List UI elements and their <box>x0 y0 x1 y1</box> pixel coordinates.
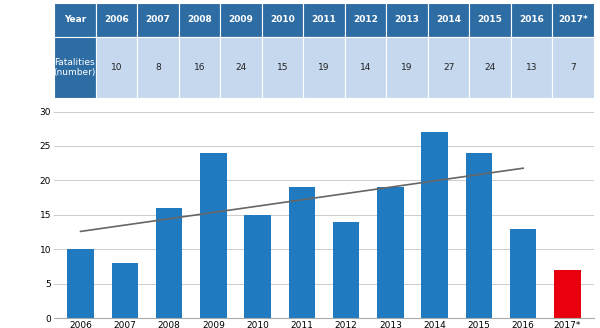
Text: 16: 16 <box>194 63 205 72</box>
Bar <box>289 187 315 318</box>
Text: Fatalities
(number): Fatalities (number) <box>53 58 96 77</box>
Text: 19: 19 <box>401 63 413 72</box>
Text: 24: 24 <box>485 63 496 72</box>
Text: 2016: 2016 <box>519 15 544 24</box>
Text: 24: 24 <box>235 63 247 72</box>
Bar <box>244 215 271 318</box>
Text: 2012: 2012 <box>353 15 378 24</box>
Text: 2010: 2010 <box>270 15 295 24</box>
Text: 2014: 2014 <box>436 15 461 24</box>
Text: 19: 19 <box>318 63 330 72</box>
Text: 7: 7 <box>571 63 576 72</box>
Text: 8: 8 <box>155 63 161 72</box>
Text: 15: 15 <box>277 63 288 72</box>
Bar <box>421 132 448 318</box>
Text: 2017*: 2017* <box>559 15 588 24</box>
Bar <box>466 153 492 318</box>
Text: 2006: 2006 <box>104 15 128 24</box>
Text: 27: 27 <box>443 63 454 72</box>
Text: Year: Year <box>64 15 86 24</box>
Bar <box>510 229 536 318</box>
Text: 13: 13 <box>526 63 538 72</box>
Bar <box>67 249 94 318</box>
Text: 2007: 2007 <box>145 15 170 24</box>
Text: 2009: 2009 <box>229 15 253 24</box>
Text: 14: 14 <box>360 63 371 72</box>
Text: 2015: 2015 <box>478 15 503 24</box>
Text: 10: 10 <box>110 63 122 72</box>
Bar <box>156 208 182 318</box>
Text: 2013: 2013 <box>395 15 419 24</box>
Bar <box>554 270 581 318</box>
Text: 2011: 2011 <box>311 15 337 24</box>
Bar <box>377 187 404 318</box>
Bar <box>112 263 138 318</box>
Bar <box>333 222 359 318</box>
Text: 2008: 2008 <box>187 15 212 24</box>
Bar <box>200 153 227 318</box>
